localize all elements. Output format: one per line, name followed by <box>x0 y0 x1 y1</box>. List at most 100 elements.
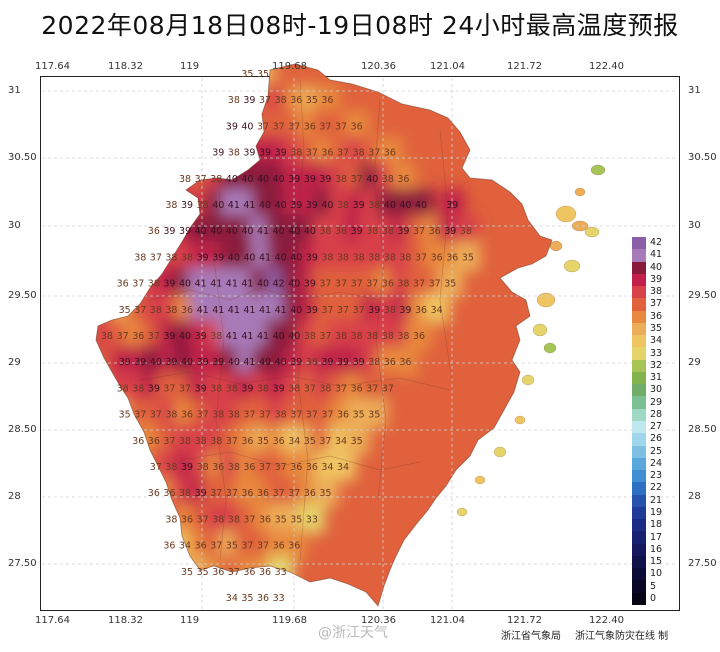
temperature-value-label: 38 <box>382 331 394 342</box>
temperature-cell <box>392 346 419 377</box>
temperature-value-label: 39 <box>444 226 456 237</box>
legend-swatch <box>632 519 646 532</box>
latitude-label-right: 28 <box>688 491 701 502</box>
temperature-value-label: 39 <box>197 252 209 263</box>
temperature-value-label: 37 <box>335 383 347 394</box>
temperature-cell <box>452 215 479 246</box>
temperature-value-label: 36 <box>397 174 409 185</box>
temperature-value-label: 37 <box>195 174 207 185</box>
temperature-value-label: 38 <box>366 331 378 342</box>
temperature-value-label: 39 <box>399 305 411 316</box>
latitude-label-right: 29.50 <box>688 290 717 301</box>
temperature-value-label: 37 <box>321 410 333 421</box>
island <box>532 323 548 337</box>
temperature-value-label: 35 <box>462 252 474 263</box>
temperature-value-label: 36 <box>243 567 255 578</box>
temperature-value-label: 37 <box>288 488 300 499</box>
temperature-value-label: 38 <box>228 410 240 421</box>
temperature-value-label: 39 <box>304 174 316 185</box>
temperature-value-label: 36 <box>446 252 458 263</box>
longitude-label-top: 120.36 <box>361 61 396 72</box>
temperature-value-label: 40 <box>228 357 240 368</box>
temperature-value-label: 40 <box>288 226 300 237</box>
temperature-value-label: 40 <box>321 200 333 211</box>
temperature-value-label: 37 <box>259 462 271 473</box>
temperature-value-label: 36 <box>212 462 224 473</box>
longitude-label-bottom: 120.36 <box>361 615 396 626</box>
temperature-value-label: 40 <box>366 174 378 185</box>
temperature-value-label: 40 <box>290 305 302 316</box>
temperature-value-label: 41 <box>243 200 255 211</box>
temperature-value-label: 37 <box>319 121 331 132</box>
temperature-value-label: 39 <box>306 305 318 316</box>
temperature-value-label: 39 <box>275 148 287 159</box>
temperature-value-label: 39 <box>163 279 175 290</box>
temperature-value-label: 35 <box>304 436 316 447</box>
temperature-cell <box>330 451 356 481</box>
temperature-value-label: 34 <box>431 305 443 316</box>
temperature-value-label: 39 <box>304 279 316 290</box>
temperature-value-label: 38 <box>210 383 222 394</box>
temperature-value-label: 36 <box>384 357 396 368</box>
temperature-value-label: 36 <box>273 541 285 552</box>
longitude-label-top: 121.04 <box>430 61 465 72</box>
temperature-value-label: 37 <box>353 305 365 316</box>
temperature-value-label: 33 <box>306 514 318 525</box>
legend-swatch <box>632 457 646 471</box>
temperature-value-label: 38 <box>397 331 409 342</box>
temperature-value-label: 38 <box>212 410 224 421</box>
temperature-value-label: 38 <box>257 383 269 394</box>
temperature-value-label: 38 <box>353 148 365 159</box>
latitude-label-left: 30.50 <box>8 152 37 163</box>
temperature-value-label: 38 <box>197 462 209 473</box>
weibo-watermark: @浙江天气 <box>318 625 388 641</box>
temperature-value-label: 40 <box>415 200 427 211</box>
temperature-value-label: 39 <box>119 357 131 368</box>
legend-swatch <box>632 335 646 348</box>
temperature-value-label: 41 <box>241 279 253 290</box>
temperature-value-label: 36 <box>163 541 175 552</box>
credit-bureau: 浙江省气象局 <box>501 631 561 642</box>
temperature-value-label: 38 <box>275 410 287 421</box>
temperature-value-label: 38 <box>384 252 396 263</box>
temperature-value-label: 41 <box>197 305 209 316</box>
temperature-value-label: 37 <box>134 410 146 421</box>
temperature-value-label: 41 <box>243 305 255 316</box>
temperature-value-label: 36 <box>321 148 333 159</box>
legend-label: 37 <box>650 298 663 310</box>
temperature-value-label: 37 <box>319 331 331 342</box>
temperature-value-label: 38 <box>212 514 224 525</box>
graticule <box>42 78 678 609</box>
legend-swatch <box>632 237 646 250</box>
legend-label: 29 <box>650 396 663 408</box>
temperature-cell <box>314 84 341 115</box>
temperature-value-label: 36 <box>321 95 333 106</box>
temperature-value-label: 37 <box>351 174 363 185</box>
temperature-value-label: 40 <box>179 279 191 290</box>
temperature-value-label: 39 <box>290 357 302 368</box>
temperature-value-label: 36 <box>148 226 160 237</box>
legend-label: 23 <box>650 470 663 482</box>
latitude-label-right: 30.50 <box>688 152 717 163</box>
temperature-value-label: 39 <box>212 357 224 368</box>
temperature-cell <box>312 477 339 508</box>
temperature-cell <box>454 241 481 272</box>
temperature-value-label: 38 <box>382 226 394 237</box>
island <box>514 415 526 425</box>
temperature-value-label: 36 <box>304 121 316 132</box>
longitude-label-top: 119 <box>180 61 200 72</box>
temperature-value-label: 38 <box>337 252 349 263</box>
temperature-value-label: 39 <box>259 148 271 159</box>
temperature-value-label: 37 <box>241 541 253 552</box>
latitude-label-left: 30 <box>8 220 21 231</box>
temperature-value-label: 37 <box>134 305 146 316</box>
temperature-value-label: 36 <box>181 410 193 421</box>
temperature-value-label: 36 <box>384 148 396 159</box>
island <box>474 475 486 485</box>
temperature-value-label: 38 <box>210 436 222 447</box>
temperature-value-label: 38 <box>165 462 177 473</box>
temperature-value-label: 41 <box>195 279 207 290</box>
temperature-value-label: 37 <box>319 279 331 290</box>
